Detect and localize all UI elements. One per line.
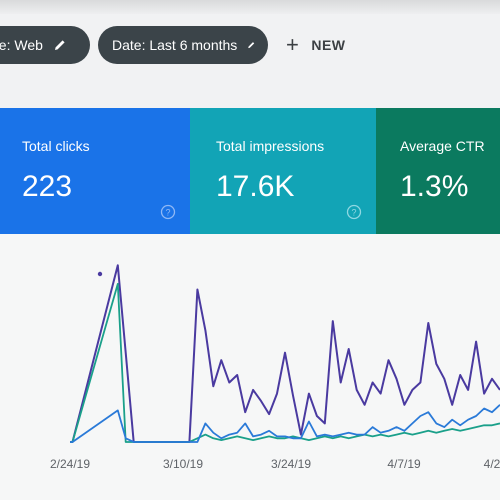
total-impressions-card[interactable]: Total impressions 17.6K ? [190, 108, 376, 234]
svg-text:?: ? [165, 208, 170, 218]
x-tick-label: 4/7/19 [387, 457, 421, 471]
help-icon[interactable]: ? [346, 204, 362, 220]
pencil-icon[interactable] [53, 38, 67, 52]
chart-series-line [69, 404, 500, 443]
pencil-icon[interactable] [247, 38, 256, 52]
x-tick-label: 3/24/19 [271, 457, 311, 471]
total-clicks-card[interactable]: Total clicks 223 ? [0, 108, 190, 234]
total-clicks-label: Total clicks [22, 138, 90, 154]
filter-bar: ype: Web Date: Last 6 months + NEW [0, 26, 500, 66]
metric-cards: Total clicks 223 ? Total impressions 17.… [0, 108, 500, 234]
total-impressions-label: Total impressions [216, 138, 325, 154]
x-tick-label: 3/10/19 [163, 457, 203, 471]
average-ctr-label: Average CTR [400, 138, 485, 154]
plus-icon: + [286, 32, 300, 57]
svg-text:?: ? [351, 208, 356, 218]
average-ctr-card[interactable]: Average CTR 1.3% [376, 108, 500, 234]
type-filter-chip[interactable]: ype: Web [0, 26, 90, 64]
performance-chart-svg: 2/24/19 3/10/19 3/24/19 4/7/19 4/2 [50, 264, 500, 471]
type-filter-label: ype: Web [0, 37, 43, 53]
screen-glare [0, 0, 500, 14]
date-filter-chip[interactable]: Date: Last 6 months [98, 26, 268, 64]
total-impressions-value: 17.6K [216, 170, 295, 203]
x-tick-label: 2/24/19 [50, 457, 90, 471]
help-icon[interactable]: ? [160, 204, 176, 220]
average-ctr-value: 1.3% [400, 170, 469, 203]
chart-series-line [69, 264, 500, 443]
total-clicks-value: 223 [22, 170, 73, 203]
date-filter-label: Date: Last 6 months [112, 37, 238, 53]
x-tick-label: 4/2 [484, 457, 500, 471]
new-filter-label: NEW [311, 37, 346, 53]
new-filter-button[interactable]: + NEW [286, 26, 346, 64]
chart-point [97, 271, 103, 277]
performance-chart: 2/24/19 3/10/19 3/24/19 4/7/19 4/2 [0, 234, 500, 500]
